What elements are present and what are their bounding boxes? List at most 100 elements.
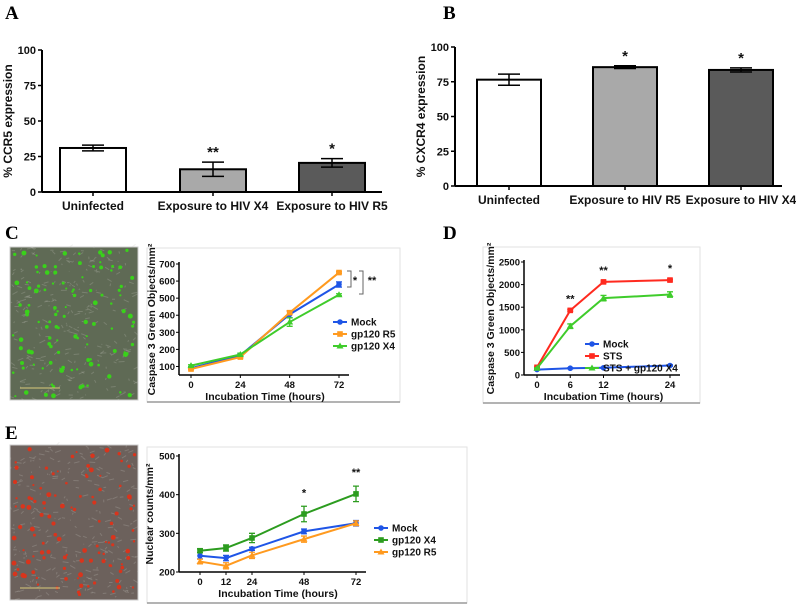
stained-cell — [88, 288, 93, 293]
cell-texture — [132, 467, 137, 470]
stained-cell — [20, 504, 26, 509]
stained-cell — [48, 320, 52, 324]
stained-cell — [56, 310, 59, 313]
stained-cell — [76, 336, 79, 340]
stained-cell — [56, 470, 59, 473]
error-bar — [82, 144, 104, 152]
stained-cell — [61, 281, 65, 285]
cell-texture — [66, 498, 68, 502]
cell-texture — [88, 311, 94, 314]
error-bar — [614, 65, 636, 70]
stained-cell — [59, 367, 65, 373]
cell-texture — [36, 509, 41, 514]
stained-cell — [118, 265, 123, 270]
y-tick-label: 0 — [515, 371, 520, 382]
y-tick-label: 300 — [159, 328, 175, 339]
cell-texture — [41, 481, 45, 484]
cell-texture — [52, 475, 59, 478]
stained-cell — [129, 507, 133, 511]
cell-texture — [77, 391, 79, 393]
cell-texture — [79, 452, 83, 455]
stained-cell — [99, 265, 104, 270]
stained-cell — [88, 361, 94, 367]
cell-texture — [40, 381, 45, 384]
stained-cell — [91, 322, 96, 326]
stained-cell — [117, 451, 121, 456]
cell-texture — [59, 283, 61, 286]
cell-texture — [41, 283, 47, 287]
cell-texture — [132, 337, 137, 341]
cell-texture — [127, 340, 130, 342]
stained-cell — [20, 361, 25, 366]
x-tick-label: 48 — [284, 380, 295, 391]
stained-cell — [54, 312, 58, 317]
cell-texture — [124, 333, 127, 337]
cell-texture — [39, 290, 41, 293]
bar — [592, 66, 658, 187]
cell-texture — [56, 574, 60, 578]
cell-texture — [103, 551, 108, 554]
x-tick-label: 24 — [665, 380, 676, 391]
cell-texture — [69, 285, 71, 287]
stained-cell — [62, 555, 67, 560]
cell-texture — [109, 352, 112, 356]
cell-texture — [66, 304, 72, 307]
circle-marker — [567, 365, 574, 372]
stained-cell — [36, 583, 40, 586]
cell-texture — [63, 496, 66, 499]
cell-texture — [21, 298, 27, 302]
cell-texture — [13, 508, 19, 512]
cell-texture — [73, 353, 80, 356]
cell-texture — [53, 351, 58, 356]
cell-texture — [120, 469, 125, 472]
cell-texture — [85, 268, 88, 271]
cell-texture — [91, 371, 95, 375]
stained-cell — [84, 473, 88, 477]
cell-texture — [18, 589, 25, 593]
cell-texture — [79, 294, 85, 298]
square-marker — [600, 279, 607, 285]
y-axis-label: % CXCR4 expression — [414, 56, 428, 177]
square-marker — [667, 277, 673, 283]
error-bar — [202, 161, 224, 178]
stained-cell — [76, 577, 80, 580]
cell-texture — [13, 546, 17, 549]
stained-cell — [21, 366, 25, 370]
cell-texture — [118, 579, 122, 584]
cell-texture — [94, 456, 100, 460]
cell-texture — [19, 378, 27, 382]
stained-cell — [112, 590, 115, 593]
cell-texture — [20, 247, 23, 251]
cell-texture — [68, 376, 75, 380]
x-tick-label: 6 — [568, 380, 573, 391]
y-tick-label: 300 — [159, 529, 175, 540]
stained-cell — [86, 464, 91, 468]
cell-texture — [37, 595, 42, 598]
cell-texture — [86, 305, 90, 308]
cell-texture — [34, 568, 38, 571]
circle-marker — [667, 362, 673, 369]
cell-texture — [82, 494, 89, 497]
category-label: Exposure to HIV X4 — [686, 193, 796, 207]
panel-label-e: E — [5, 423, 18, 444]
cell-texture — [68, 244, 74, 248]
square-marker — [353, 491, 359, 497]
stained-cell — [65, 287, 68, 290]
significance-marker: * — [622, 48, 628, 65]
cell-texture — [12, 268, 16, 272]
cell-texture — [48, 384, 51, 387]
cell-texture — [65, 348, 72, 351]
cell-texture — [32, 251, 35, 255]
cell-texture — [30, 500, 35, 504]
cell-texture — [9, 506, 12, 510]
cell-texture — [32, 517, 36, 520]
cell-texture — [108, 478, 115, 481]
stained-cell — [27, 496, 32, 500]
cell-texture — [45, 592, 50, 596]
cell-texture — [89, 525, 94, 528]
cell-texture — [123, 299, 130, 303]
stained-cell — [125, 548, 131, 554]
stained-cell — [53, 532, 58, 537]
y-tick-label: 200 — [159, 568, 175, 579]
cell-texture — [98, 466, 103, 470]
